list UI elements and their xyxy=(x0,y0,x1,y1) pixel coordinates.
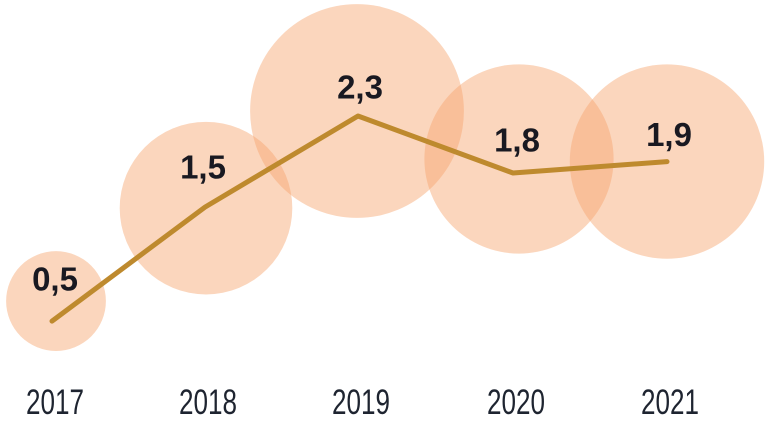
x-axis-label-2019: 2019 xyxy=(332,383,390,422)
value-label-2021: 1,9 xyxy=(646,116,692,153)
bubble-2019 xyxy=(250,4,464,218)
value-label-2017: 0,5 xyxy=(32,261,78,298)
value-label-2020: 1,8 xyxy=(494,122,540,159)
bubble-2017 xyxy=(6,251,106,351)
x-axis-label-2017: 2017 xyxy=(26,383,84,422)
x-axis-label-2018: 2018 xyxy=(179,383,237,422)
value-label-2018: 1,5 xyxy=(180,149,226,186)
bubble-2020 xyxy=(424,64,614,254)
x-axis-label-2021: 2021 xyxy=(641,383,699,422)
x-axis-label-2020: 2020 xyxy=(487,383,545,422)
value-label-2019: 2,3 xyxy=(337,69,383,106)
trend-line xyxy=(49,113,670,324)
